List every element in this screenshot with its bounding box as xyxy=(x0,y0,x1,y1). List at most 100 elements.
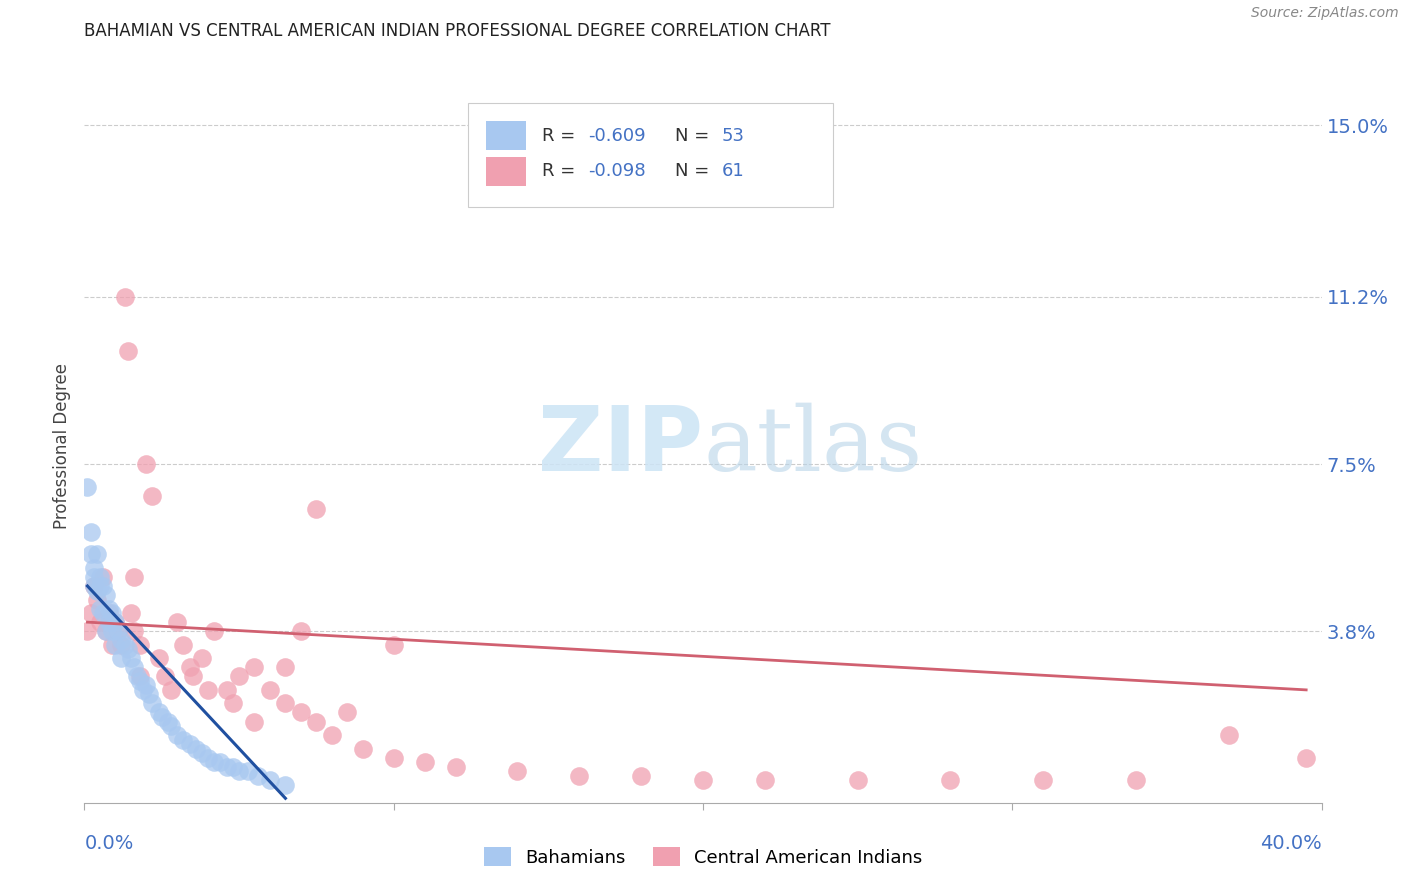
Point xyxy=(94,624,117,639)
Point xyxy=(228,669,250,683)
Point xyxy=(274,697,297,711)
Point xyxy=(79,548,101,562)
Point xyxy=(506,764,529,779)
Point xyxy=(413,755,436,769)
Point xyxy=(444,759,467,773)
Point xyxy=(630,769,652,783)
Point xyxy=(107,624,129,639)
Point xyxy=(150,710,173,724)
Point xyxy=(166,615,188,629)
Point xyxy=(202,624,225,639)
Point xyxy=(222,697,245,711)
Point xyxy=(89,601,111,615)
Point xyxy=(215,682,238,697)
Point xyxy=(238,764,260,779)
Point xyxy=(94,624,117,639)
Point xyxy=(274,778,297,792)
Point xyxy=(76,624,98,639)
Point xyxy=(352,741,374,756)
Point xyxy=(179,737,201,751)
Point xyxy=(153,669,176,683)
Point xyxy=(110,633,132,648)
Point xyxy=(191,746,214,760)
Point xyxy=(305,714,328,729)
Point xyxy=(114,638,136,652)
Point xyxy=(94,588,117,602)
Point xyxy=(89,570,111,584)
Point xyxy=(243,660,266,674)
Point xyxy=(91,570,114,584)
Point xyxy=(179,660,201,674)
Point xyxy=(181,669,204,683)
Point xyxy=(76,480,98,494)
Point xyxy=(184,741,207,756)
Point xyxy=(122,624,145,639)
Point xyxy=(129,638,152,652)
Point xyxy=(86,548,108,562)
Point xyxy=(846,773,869,788)
Point xyxy=(79,606,101,620)
Point xyxy=(141,489,163,503)
Point xyxy=(98,606,121,620)
Text: N =: N = xyxy=(675,162,714,180)
Text: ZIP: ZIP xyxy=(538,402,703,490)
Point xyxy=(305,502,328,516)
Point xyxy=(197,682,219,697)
Point xyxy=(382,638,405,652)
Point xyxy=(243,714,266,729)
Point xyxy=(1218,728,1240,742)
Point xyxy=(939,773,962,788)
Point xyxy=(274,660,297,674)
Point xyxy=(79,524,101,539)
Point xyxy=(172,732,194,747)
FancyBboxPatch shape xyxy=(468,103,832,207)
Point xyxy=(91,579,114,593)
Point xyxy=(125,669,148,683)
Point xyxy=(191,651,214,665)
Point xyxy=(83,579,105,593)
Point xyxy=(114,290,136,304)
Point xyxy=(202,755,225,769)
Point xyxy=(568,769,591,783)
Text: 40.0%: 40.0% xyxy=(1260,834,1322,853)
Point xyxy=(222,759,245,773)
Point xyxy=(259,682,281,697)
Point xyxy=(101,638,124,652)
Point xyxy=(228,764,250,779)
Point xyxy=(166,728,188,742)
Y-axis label: Professional Degree: Professional Degree xyxy=(53,363,72,529)
Point xyxy=(83,561,105,575)
Point xyxy=(156,714,179,729)
Text: R =: R = xyxy=(543,127,581,145)
Text: Source: ZipAtlas.com: Source: ZipAtlas.com xyxy=(1251,6,1399,21)
Point xyxy=(83,570,105,584)
Bar xyxy=(486,157,526,186)
Point xyxy=(321,728,343,742)
Point xyxy=(122,660,145,674)
Point xyxy=(148,706,170,720)
Point xyxy=(122,570,145,584)
Point xyxy=(215,759,238,773)
Point xyxy=(692,773,714,788)
Point xyxy=(290,624,312,639)
Point xyxy=(117,642,139,657)
Point xyxy=(129,673,152,688)
Point xyxy=(110,638,132,652)
Point xyxy=(1125,773,1147,788)
Point xyxy=(120,651,142,665)
Point xyxy=(98,615,121,629)
Point xyxy=(86,592,108,607)
Point xyxy=(101,606,124,620)
Point xyxy=(290,706,312,720)
Text: 0.0%: 0.0% xyxy=(84,834,134,853)
Text: 53: 53 xyxy=(721,127,745,145)
Point xyxy=(101,624,124,639)
Point xyxy=(89,615,111,629)
Point xyxy=(259,773,281,788)
Text: BAHAMIAN VS CENTRAL AMERICAN INDIAN PROFESSIONAL DEGREE CORRELATION CHART: BAHAMIAN VS CENTRAL AMERICAN INDIAN PROF… xyxy=(84,22,831,40)
Point xyxy=(1295,750,1317,764)
Point xyxy=(1032,773,1054,788)
Point xyxy=(129,669,152,683)
Point xyxy=(104,615,127,629)
Point xyxy=(83,579,105,593)
